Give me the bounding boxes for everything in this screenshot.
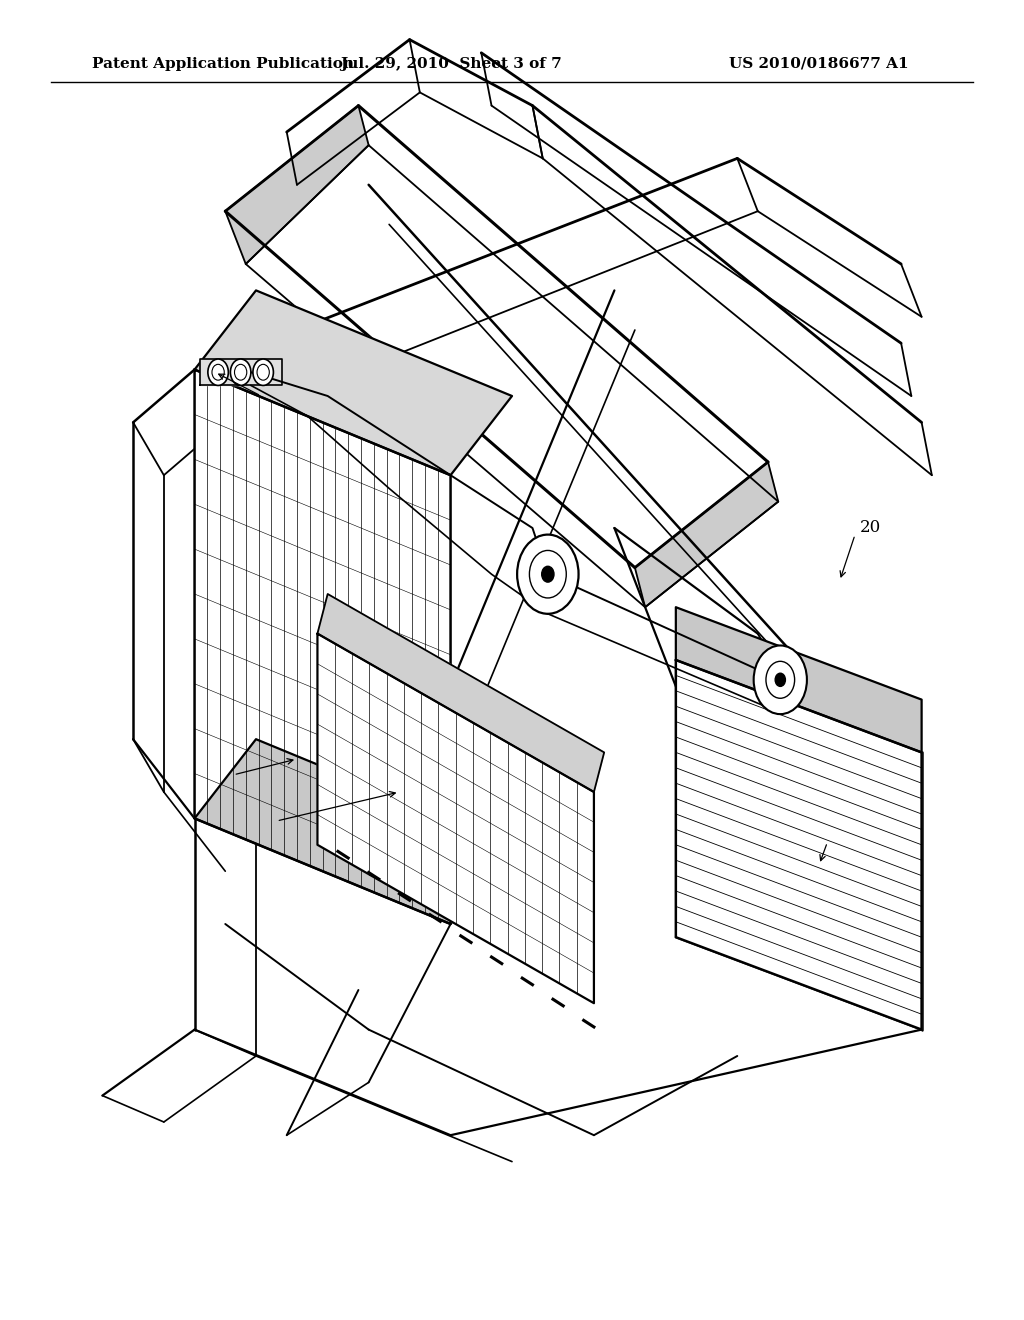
- Text: Patent Application Publication: Patent Application Publication: [92, 57, 354, 71]
- Polygon shape: [195, 370, 451, 924]
- Circle shape: [212, 364, 224, 380]
- Circle shape: [529, 550, 566, 598]
- Circle shape: [234, 364, 247, 380]
- Circle shape: [766, 661, 795, 698]
- Text: 22: 22: [831, 828, 853, 843]
- Polygon shape: [195, 739, 512, 924]
- Polygon shape: [676, 660, 922, 1030]
- Text: 40: 40: [266, 393, 288, 409]
- Circle shape: [542, 566, 554, 582]
- Polygon shape: [195, 290, 512, 475]
- Polygon shape: [635, 462, 778, 607]
- Circle shape: [230, 359, 251, 385]
- Circle shape: [253, 359, 273, 385]
- Circle shape: [208, 359, 228, 385]
- Text: 20: 20: [860, 520, 882, 536]
- Circle shape: [517, 535, 579, 614]
- Text: 32: 32: [213, 774, 234, 789]
- Polygon shape: [676, 607, 922, 752]
- Text: Jul. 29, 2010  Sheet 3 of 7: Jul. 29, 2010 Sheet 3 of 7: [340, 57, 561, 71]
- Polygon shape: [200, 359, 282, 385]
- Circle shape: [775, 673, 785, 686]
- Circle shape: [754, 645, 807, 714]
- Text: US 2010/0186677 A1: US 2010/0186677 A1: [729, 57, 909, 71]
- Circle shape: [257, 364, 269, 380]
- Polygon shape: [317, 594, 604, 792]
- Text: 30: 30: [233, 817, 255, 833]
- Polygon shape: [317, 634, 594, 1003]
- Polygon shape: [225, 106, 369, 264]
- Text: Fig. 2A: Fig. 2A: [840, 727, 905, 746]
